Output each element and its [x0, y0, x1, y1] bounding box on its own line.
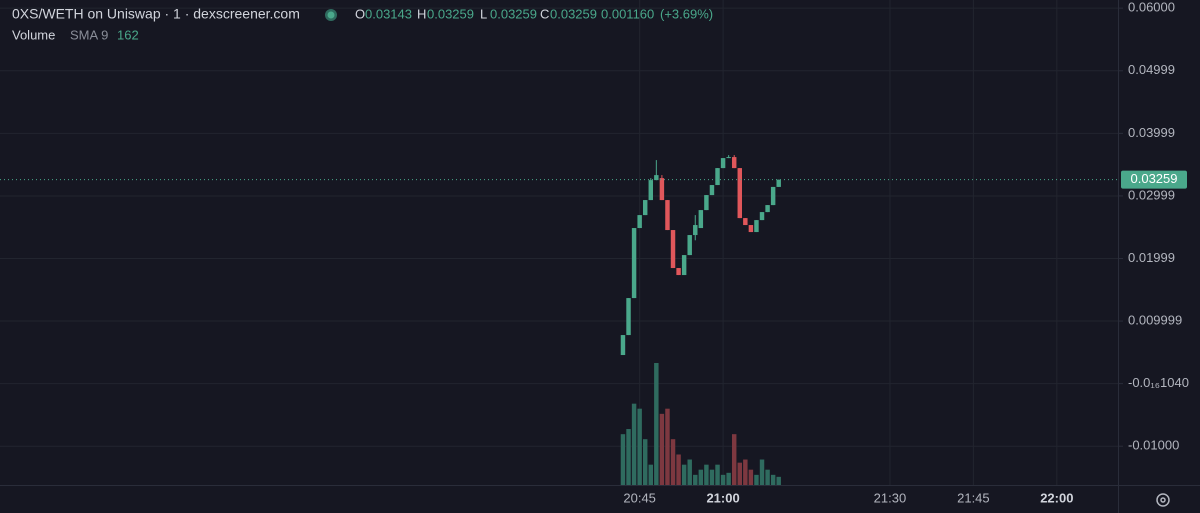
candle-body [681, 255, 687, 276]
ohlc-value: 0.03259 [550, 6, 597, 21]
ohlc-value: 0.03259 [490, 6, 537, 21]
volume-bar [676, 454, 681, 485]
volume-label: Volume [12, 27, 55, 42]
volume-bar [637, 408, 642, 485]
volume-bar [759, 459, 765, 485]
volume-bar [698, 469, 704, 485]
volume-bar [748, 469, 754, 485]
candle-body [620, 335, 626, 356]
x-tick-label: 21:00 [706, 490, 739, 505]
volume-bar [726, 472, 731, 485]
settings-ring[interactable] [1156, 493, 1170, 507]
volume-bar [659, 413, 665, 485]
candle-body [737, 168, 742, 219]
volume-bar [754, 474, 759, 485]
ohlc-key: L [480, 6, 487, 21]
candle-body [754, 220, 759, 233]
y-tick-label: 0.04999 [1128, 62, 1175, 77]
volume-bar [770, 474, 776, 485]
x-tick-label: 21:30 [874, 490, 907, 505]
volume-bar [681, 464, 687, 485]
volume-bar [693, 474, 698, 485]
volume-bar [626, 429, 631, 485]
ohlc-value: 0.03143 [365, 6, 412, 21]
y-tick-label: 0.009999 [1128, 312, 1182, 327]
x-tick-label: 22:00 [1040, 490, 1073, 505]
candle-body [637, 215, 642, 229]
candle-body [665, 200, 670, 231]
x-tick-label: 21:45 [957, 490, 990, 505]
volume-bar [743, 459, 748, 485]
volume-bar [665, 408, 670, 485]
sma-value: 162 [117, 27, 139, 42]
y-tick-label: -0.0₁₆1040 [1128, 375, 1189, 390]
volume-bar [765, 469, 770, 485]
candle-body [731, 157, 737, 169]
sma-label: SMA 9 [70, 27, 108, 42]
settings-center[interactable] [1160, 497, 1166, 503]
grid [0, 0, 1118, 485]
y-tick-label: 0.02999 [1128, 187, 1175, 202]
y-tick-label: 0.06000 [1128, 0, 1175, 15]
volume-bar [776, 476, 781, 485]
volume-bar [720, 474, 726, 485]
candle-body [659, 178, 665, 201]
candle-body [720, 158, 726, 169]
volume-bar [670, 439, 676, 485]
volume-bar [642, 439, 648, 485]
volume-bar [648, 464, 654, 485]
candle-body [687, 235, 692, 256]
last-price-label: 0.03259 [1131, 171, 1178, 186]
candle-body [748, 225, 754, 233]
ohlc-value: 0.03259 [427, 6, 474, 21]
candle-body [770, 186, 776, 206]
candle-body [743, 218, 748, 226]
candle-body [670, 230, 676, 269]
candle-body [676, 268, 681, 276]
candle-body [709, 185, 715, 196]
ohlc-key: H [417, 6, 426, 21]
ohlc-key: C [540, 6, 549, 21]
candle-body [642, 200, 648, 216]
candle-body [765, 205, 770, 213]
candle-body [715, 168, 720, 186]
settings-icon[interactable] [1156, 493, 1170, 507]
candle-body [759, 212, 765, 221]
volume-bar [731, 434, 737, 485]
volume-bar [654, 363, 659, 485]
candle-body [776, 179, 781, 187]
candle-body [693, 225, 698, 236]
volume-bar [631, 403, 637, 485]
last-price-box [1121, 170, 1187, 189]
candle-body [704, 195, 709, 211]
candle-body [698, 210, 704, 229]
volume-bar [704, 464, 709, 485]
volume-bar [687, 459, 692, 485]
candle-body [626, 298, 631, 336]
status-dot [327, 11, 335, 19]
x-tick-label: 20:45 [623, 490, 656, 505]
candle-body [726, 157, 731, 159]
volume-bar [715, 464, 720, 485]
candle-body [654, 175, 659, 181]
chart-title: 0XS/WETH on Uniswap · 1 · dexscreener.co… [12, 6, 300, 22]
ohlc-key: O [355, 6, 365, 21]
candle-body [648, 180, 654, 201]
y-tick-label: 0.03999 [1128, 125, 1175, 140]
change-value: 0.001160 [601, 6, 654, 21]
volume-bar [737, 462, 742, 485]
change-pct: (+3.69%) [660, 6, 713, 21]
candle-body [631, 228, 637, 299]
volume-bar [709, 469, 715, 485]
y-tick-label: 0.01999 [1128, 250, 1175, 265]
y-tick-label: -0.01000 [1128, 438, 1179, 453]
volume-bar [620, 434, 626, 485]
plot [620, 155, 781, 485]
